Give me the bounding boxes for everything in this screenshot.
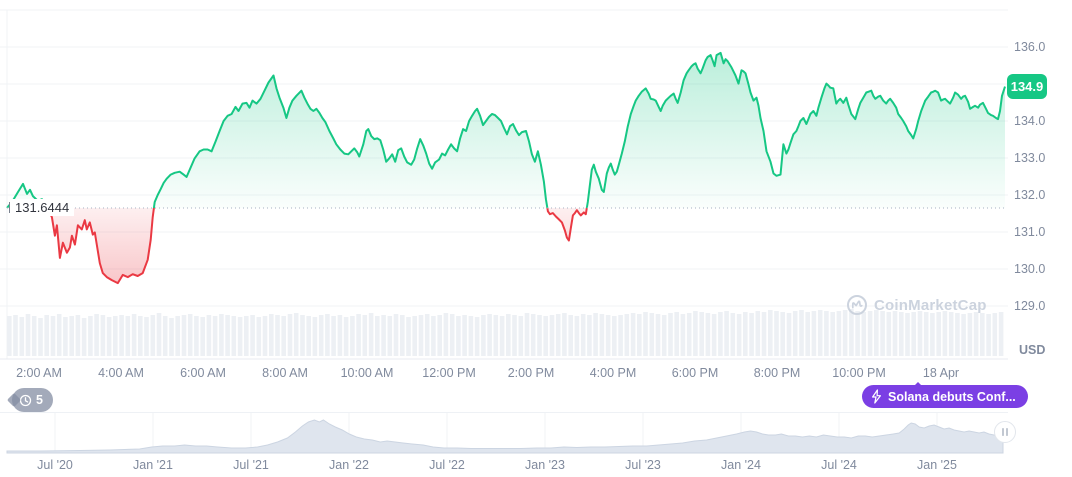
price-chart-plot[interactable] xyxy=(0,0,1008,362)
price-axis-tick: 133.0 xyxy=(1014,151,1046,165)
time-axis-tick: 8:00 AM xyxy=(262,366,308,380)
navigator-date-tick: Jul '20 xyxy=(37,458,73,472)
current-price-badge: 134.9 xyxy=(1007,74,1047,99)
event-badge[interactable]: Solana debuts Conf... xyxy=(862,382,1028,408)
navigator-handle[interactable] xyxy=(994,421,1016,443)
price-axis-tick: 132.0 xyxy=(1014,188,1046,202)
navigator-date-tick: Jan '24 xyxy=(721,458,761,472)
price-line-red xyxy=(7,208,588,285)
time-axis-tick: 2:00 AM xyxy=(16,366,62,380)
lightning-icon xyxy=(870,389,883,404)
time-axis-tick: 18 Apr xyxy=(922,366,960,380)
coinmarketcap-logo-icon xyxy=(846,294,868,316)
watermark: CoinMarketCap xyxy=(846,294,987,316)
time-axis-tick: 2:00 PM xyxy=(507,366,555,380)
baseline-price-label: 131.6444 xyxy=(9,199,75,216)
time-axis-tick: 4:00 PM xyxy=(589,366,637,380)
history-clock-icon xyxy=(19,394,32,407)
history-count: 5 xyxy=(36,393,43,407)
price-axis-unit-label: USD xyxy=(1019,343,1046,357)
time-axis-tick: 6:00 AM xyxy=(180,366,226,380)
navigator-date-tick: Jul '23 xyxy=(625,458,661,472)
price-area-green xyxy=(7,52,1005,208)
price-line-green xyxy=(6,51,1006,208)
time-axis-tick: 6:00 PM xyxy=(671,366,719,380)
navigator-date-tick: Jan '23 xyxy=(525,458,565,472)
navigator-date-tick: Jan '25 xyxy=(917,458,957,472)
time-axis-tick: 10:00 AM xyxy=(340,366,394,380)
navigator-date-tick: Jul '22 xyxy=(429,458,465,472)
time-axis-tick: 4:00 AM xyxy=(98,366,144,380)
price-axis-tick: 134.0 xyxy=(1014,114,1046,128)
navigator-date-tick: Jul '24 xyxy=(821,458,857,472)
price-axis-tick: 136.0 xyxy=(1014,40,1046,54)
navigator-date-tick: Jul '21 xyxy=(233,458,269,472)
navigator-date-tick: Jan '22 xyxy=(329,458,369,472)
range-navigator[interactable] xyxy=(0,412,1020,454)
time-axis-tick: 10:00 PM xyxy=(832,366,886,380)
price-axis-tick: 131.0 xyxy=(1014,225,1046,239)
watermark-text: CoinMarketCap xyxy=(874,296,987,314)
event-label: Solana debuts Conf... xyxy=(888,389,1016,404)
price-axis-tick: 130.0 xyxy=(1014,262,1046,276)
time-axis-tick: 8:00 PM xyxy=(753,366,801,380)
volume-bars xyxy=(7,309,1004,356)
time-axis-tick: 12:00 PM xyxy=(422,366,476,380)
price-axis-tick: 129.0 xyxy=(1014,299,1046,313)
history-badge[interactable]: 5 xyxy=(12,388,53,412)
price-area-red xyxy=(7,208,1005,284)
navigator-area[interactable] xyxy=(6,419,1004,454)
navigator-date-tick: Jan '21 xyxy=(133,458,173,472)
